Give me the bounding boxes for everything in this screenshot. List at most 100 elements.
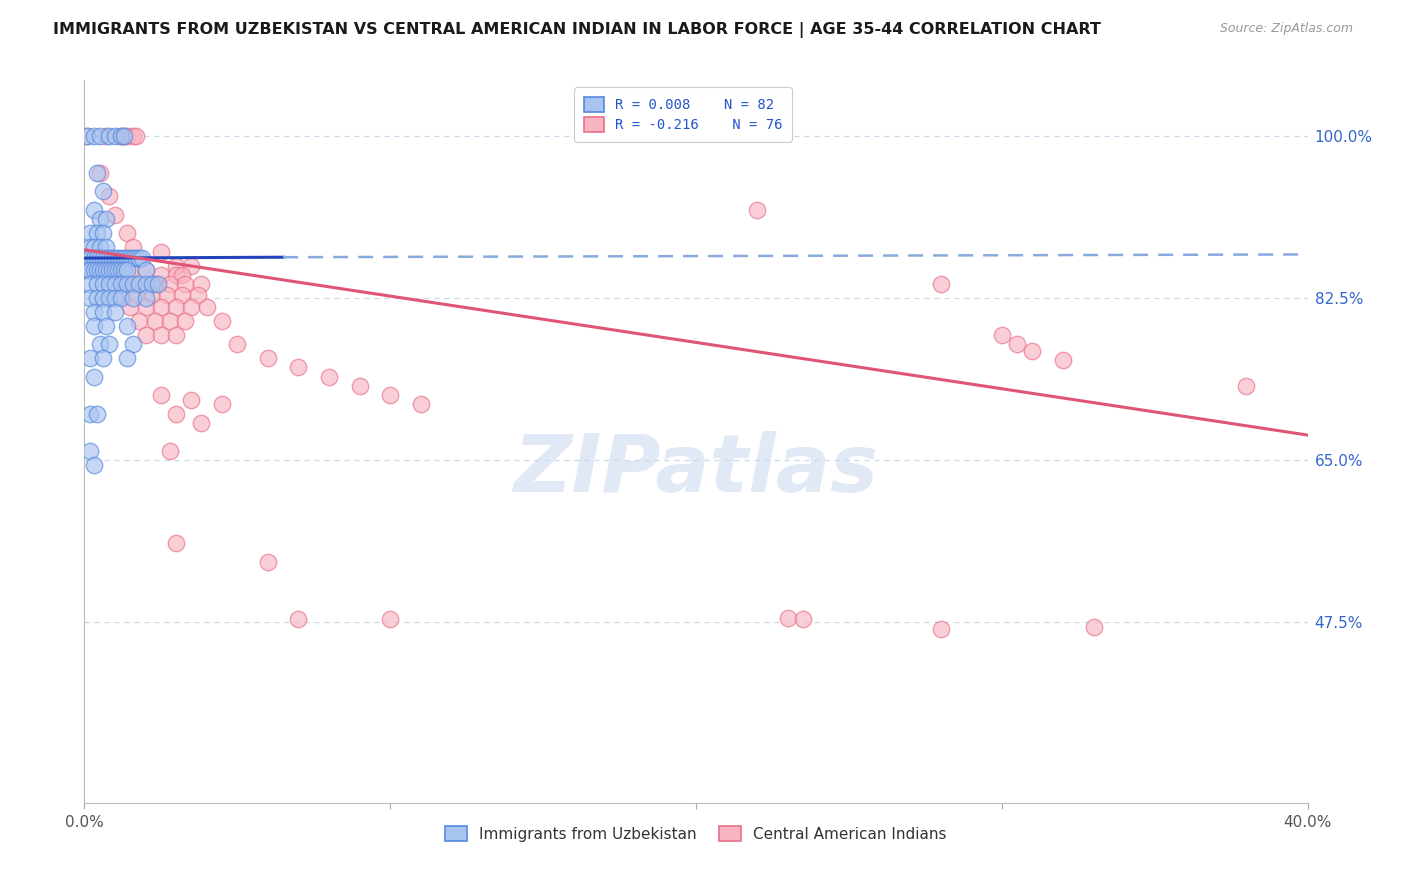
Point [91,351,114,366]
Point [125,128,148,143]
Point [101,263,124,277]
Point [929,622,952,636]
Point [89,251,111,265]
Point [211,314,233,328]
Point [107,263,129,277]
Point [83,128,105,143]
Point [79,240,101,254]
Point [128,277,150,291]
Point [128,277,150,291]
Point [149,300,172,314]
Point [120,251,142,265]
Point [110,251,132,265]
Point [97,128,120,143]
Text: IMMIGRANTS FROM UZBEKISTAN VS CENTRAL AMERICAN INDIAN IN LABOR FORCE | AGE 35-44: IMMIGRANTS FROM UZBEKISTAN VS CENTRAL AM… [53,22,1101,38]
Point [91,305,114,319]
Point [115,251,138,265]
Point [141,288,163,302]
Point [83,458,105,472]
Point [122,277,145,291]
Point [120,263,142,277]
Point [141,277,163,291]
Point [97,291,120,305]
Point [1083,620,1105,634]
Point [83,240,105,254]
Point [104,263,127,277]
Point [91,291,114,305]
Text: ZIPatlas: ZIPatlas [513,432,879,509]
Text: Source: ZipAtlas.com: Source: ZipAtlas.com [1219,22,1353,36]
Point [91,263,114,277]
Point [929,277,952,291]
Point [125,288,148,302]
Point [83,318,105,333]
Point [91,251,114,265]
Point [211,397,233,411]
Point [149,328,172,343]
Legend: Immigrants from Uzbekistan, Central American Indians: Immigrants from Uzbekistan, Central Amer… [437,818,955,849]
Point [165,328,187,343]
Point [115,128,138,143]
Point [135,300,157,314]
Point [83,369,105,384]
Point [128,251,150,265]
Point [122,251,145,265]
Point [131,251,153,265]
Point [115,318,138,333]
Point [104,128,127,143]
Point [257,555,280,569]
Point [107,251,129,265]
Point [97,189,120,203]
Point [112,263,135,277]
Point [115,277,138,291]
Point [318,369,340,384]
Point [143,277,166,291]
Point [409,397,432,411]
Point [104,277,127,291]
Point [79,277,101,291]
Point [94,251,117,265]
Point [159,443,181,458]
Point [165,268,187,282]
Point [190,416,212,430]
Point [190,277,212,291]
Point [104,251,127,265]
Point [380,388,402,402]
Point [79,291,101,305]
Point [122,291,145,305]
Point [110,263,132,277]
Point [112,251,135,265]
Point [97,277,120,291]
Point [287,360,309,375]
Point [122,240,145,254]
Point [115,226,138,240]
Point [180,392,202,407]
Point [143,314,166,328]
Point [165,536,187,550]
Point [380,612,402,626]
Point [79,351,101,366]
Point [226,337,249,351]
Point [349,379,371,393]
Point [86,277,108,291]
Point [104,208,127,222]
Point [79,443,101,458]
Point [146,277,169,291]
Point [89,212,111,227]
Point [91,277,114,291]
Point [79,251,101,265]
Point [135,263,157,277]
Point [79,226,101,240]
Point [104,263,127,277]
Point [128,314,150,328]
Point [149,388,172,402]
Point [165,300,187,314]
Point [86,251,108,265]
Point [122,337,145,351]
Point [180,259,202,273]
Point [91,226,114,240]
Point [94,212,117,227]
Point [89,240,111,254]
Point [112,277,135,291]
Point [86,407,108,421]
